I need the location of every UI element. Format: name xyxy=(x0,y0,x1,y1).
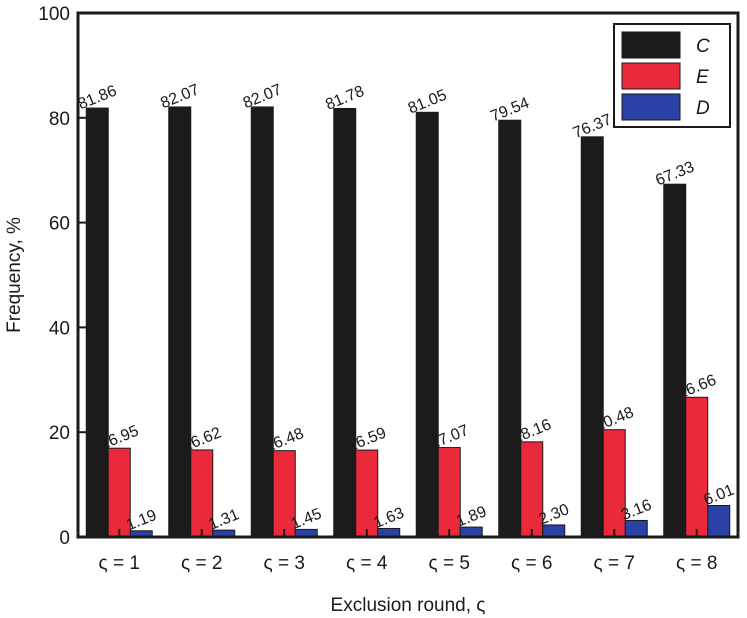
legend-swatch-D xyxy=(622,94,680,120)
y-tick-label: 80 xyxy=(49,109,70,130)
x-tick-label: ς = 1 xyxy=(99,553,140,574)
y-tick-label: 40 xyxy=(49,318,70,339)
bars xyxy=(86,107,730,537)
x-tick-label: ς = 7 xyxy=(594,553,635,574)
x-tick-label: ς = 8 xyxy=(676,553,717,574)
legend-label-C: C xyxy=(696,36,710,57)
bar-C-8 xyxy=(664,184,686,537)
x-tick-label: ς = 4 xyxy=(346,553,388,574)
bar-C-3 xyxy=(251,107,273,537)
y-tick-label: 60 xyxy=(49,214,70,235)
x-tick-label: ς = 5 xyxy=(429,553,470,574)
bar-C-6 xyxy=(499,120,521,537)
x-tick-label: ς = 2 xyxy=(181,553,222,574)
x-axis-title: Exclusion round, ς xyxy=(331,595,486,616)
bar-E-7 xyxy=(603,430,625,537)
legend-swatch-C xyxy=(622,32,680,58)
bar-C-5 xyxy=(416,112,438,537)
y-tick-label: 100 xyxy=(38,4,70,25)
legend: CED xyxy=(614,24,730,127)
y-axis-title: Frequency, % xyxy=(4,217,25,333)
x-tick-label: ς = 6 xyxy=(511,553,552,574)
bar-C-1 xyxy=(86,108,108,537)
bar-C-7 xyxy=(581,137,603,537)
y-tick-label: 0 xyxy=(59,528,70,549)
bar-C-2 xyxy=(169,107,191,537)
x-tick-label: ς = 3 xyxy=(264,553,305,574)
legend-swatch-E xyxy=(622,63,680,89)
bar-D-7 xyxy=(625,520,647,537)
bar-E-8 xyxy=(686,397,708,537)
legend-label-D: D xyxy=(696,98,710,119)
legend-label-E: E xyxy=(696,67,709,88)
bar-D-8 xyxy=(708,506,730,537)
bar-C-4 xyxy=(334,108,356,537)
y-tick-label: 20 xyxy=(49,423,70,444)
